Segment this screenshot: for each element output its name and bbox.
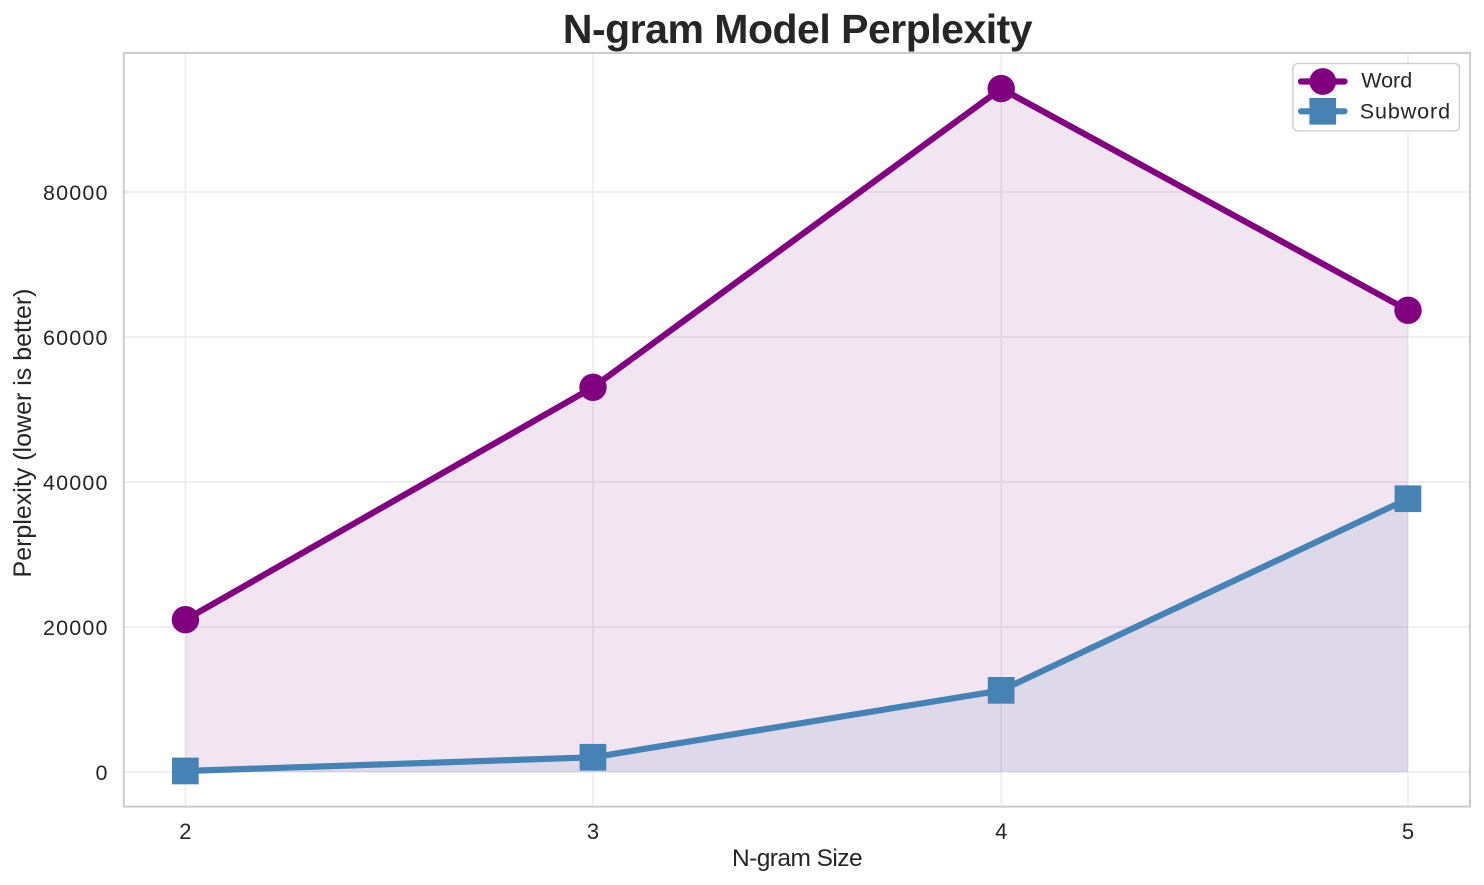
svg-text:20000: 20000 bbox=[43, 616, 109, 640]
svg-text:80000: 80000 bbox=[43, 181, 109, 205]
svg-text:5: 5 bbox=[1402, 819, 1414, 844]
svg-text:0: 0 bbox=[95, 761, 108, 785]
svg-text:2: 2 bbox=[179, 819, 191, 844]
svg-text:N-gram Size: N-gram Size bbox=[732, 845, 862, 872]
svg-text:N-gram Model Perplexity: N-gram Model Perplexity bbox=[563, 6, 1033, 52]
svg-text:3: 3 bbox=[587, 819, 599, 844]
svg-text:Subword: Subword bbox=[1360, 100, 1451, 124]
svg-text:40000: 40000 bbox=[43, 471, 109, 495]
svg-text:4: 4 bbox=[995, 819, 1007, 844]
svg-text:60000: 60000 bbox=[43, 326, 109, 350]
svg-text:Word: Word bbox=[1361, 68, 1412, 92]
svg-text:Perplexity (lower is better): Perplexity (lower is better) bbox=[9, 289, 37, 578]
